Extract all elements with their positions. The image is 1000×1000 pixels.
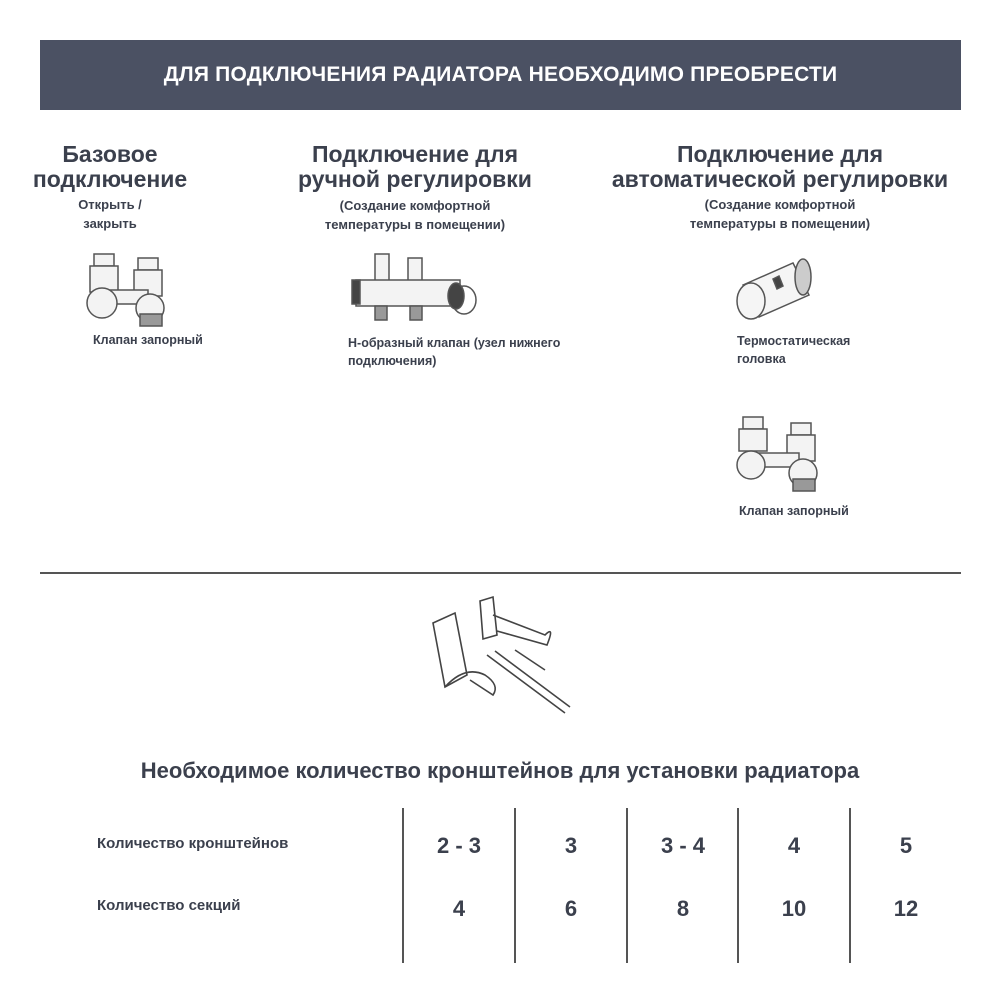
column-divider bbox=[402, 808, 404, 963]
sections-value: 4 bbox=[452, 896, 466, 921]
column-divider bbox=[514, 808, 516, 963]
shutoff-valve-icon bbox=[736, 416, 818, 492]
sections-value: 6 bbox=[564, 896, 578, 921]
brackets-title: Необходимое количество кронштейнов для у… bbox=[140, 758, 860, 783]
h-valve-icon bbox=[351, 253, 477, 321]
column-divider bbox=[737, 808, 739, 963]
item-caption: Термостатическая головка bbox=[737, 334, 851, 366]
bracket-icon bbox=[432, 595, 571, 714]
option-subtitle-basic: Открыть / закрыть bbox=[78, 197, 142, 231]
brackets-value: 5 bbox=[899, 833, 913, 858]
banner-title: ДЛЯ ПОДКЛЮЧЕНИЯ РАДИАТОРА НЕОБХОДИМО ПРЕ… bbox=[163, 63, 838, 86]
item-caption: Клапан запорный bbox=[739, 504, 849, 518]
option-title-auto: Подключение для автоматической регулиров… bbox=[611, 141, 949, 192]
column-divider bbox=[849, 808, 851, 963]
option-title-basic: Базовое подключение bbox=[32, 141, 188, 192]
item-caption: Клапан запорный bbox=[93, 333, 203, 347]
option-title-manual: Подключение для ручной регулировки bbox=[298, 141, 532, 192]
divider bbox=[40, 572, 961, 574]
sections-value: 10 bbox=[781, 896, 807, 921]
row-label-brackets: Количество кронштейнов bbox=[97, 835, 289, 852]
header-banner: ДЛЯ ПОДКЛЮЧЕНИЯ РАДИАТОРА НЕОБХОДИМО ПРЕ… bbox=[40, 40, 961, 110]
item-caption: Н-образный клапан (узел нижнего подключе… bbox=[348, 336, 561, 368]
option-subtitle-manual: (Создание комфортной температуры в помещ… bbox=[324, 198, 506, 232]
thermostatic-head-icon bbox=[736, 258, 812, 320]
column-divider bbox=[626, 808, 628, 963]
brackets-value: 3 - 4 bbox=[660, 833, 706, 858]
brackets-value: 3 bbox=[564, 833, 578, 858]
row-label-sections: Количество секций bbox=[97, 897, 241, 914]
brackets-value: 2 - 3 bbox=[436, 833, 482, 858]
brackets-value: 4 bbox=[787, 833, 801, 858]
sections-value: 8 bbox=[676, 896, 690, 921]
option-subtitle-auto: (Создание комфортной температуры в помещ… bbox=[689, 197, 871, 231]
shutoff-valve-icon bbox=[86, 253, 165, 327]
sections-value: 12 bbox=[893, 896, 919, 921]
